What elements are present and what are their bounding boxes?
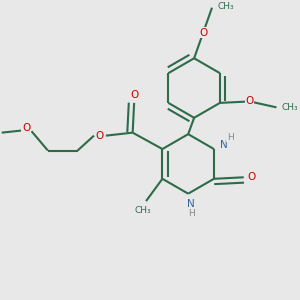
Text: CH₃: CH₃	[281, 103, 298, 112]
Text: O: O	[247, 172, 255, 182]
Text: O: O	[22, 123, 30, 133]
Text: H: H	[227, 133, 234, 142]
Text: O: O	[199, 28, 207, 38]
Text: N: N	[187, 199, 195, 209]
Text: H: H	[188, 208, 194, 217]
Text: CH₃: CH₃	[217, 2, 234, 11]
Text: O: O	[245, 96, 254, 106]
Text: CH₃: CH₃	[135, 206, 152, 214]
Text: N: N	[220, 140, 228, 150]
Text: O: O	[130, 90, 138, 100]
Text: O: O	[95, 130, 103, 141]
